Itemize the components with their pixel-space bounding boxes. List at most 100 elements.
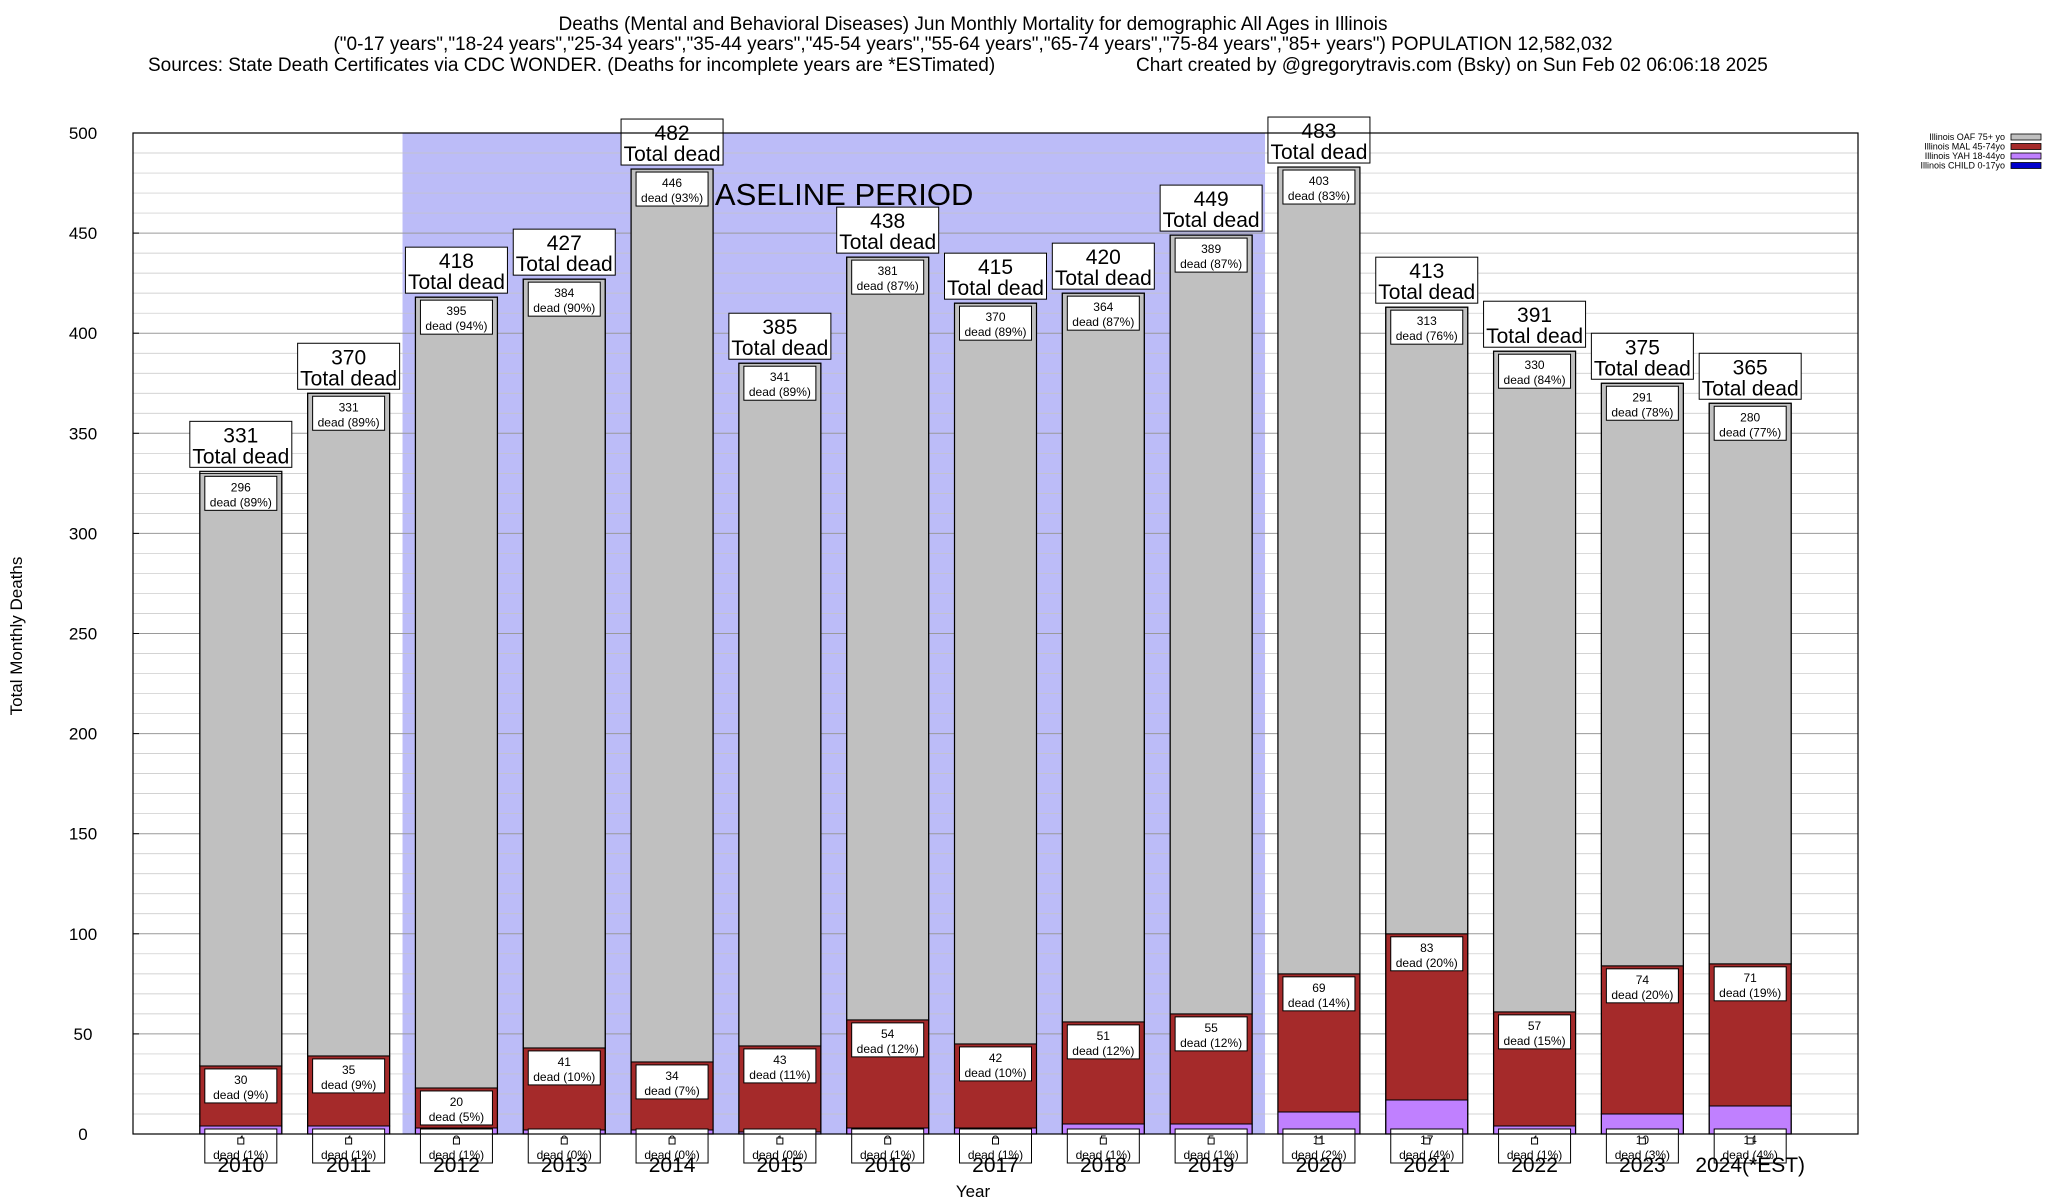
total-value: 418 — [439, 250, 474, 273]
segment-percent: dead (78%) — [1611, 405, 1673, 419]
segment-value: 54 — [881, 1027, 895, 1041]
legend-entry-label: Illinois CHILD 0-17yo — [1920, 161, 2005, 171]
y-tick-label: 400 — [69, 324, 97, 343]
y-tick-label: 250 — [69, 625, 97, 644]
segment-value: 69 — [1312, 981, 1326, 995]
x-tick-label: 2022 — [1511, 1154, 1558, 1177]
segment-value: 331 — [339, 400, 359, 414]
point-marker — [1207, 1137, 1215, 1145]
segment-percent: dead (0%) — [752, 1148, 807, 1162]
bar-segment — [414, 296, 498, 1089]
segment-percent: dead (2%) — [1291, 1148, 1346, 1162]
segment-percent: dead (7%) — [644, 1084, 699, 1098]
segment-label-box — [1282, 976, 1356, 1012]
total-label-box — [189, 420, 293, 468]
segment-label-box — [527, 281, 601, 317]
bar-segment — [1708, 402, 1792, 965]
x-tick-label: 2013 — [541, 1154, 588, 1177]
total-label-box — [1267, 116, 1371, 164]
segment-percent: dead (12%) — [1072, 1044, 1134, 1058]
segment-percent: dead (94%) — [425, 319, 487, 333]
segment-label-box — [527, 1128, 601, 1164]
legend-entry-label: Illinois MAL 45-74yo — [1924, 142, 2005, 152]
segment-label-box — [1498, 1128, 1572, 1164]
total-label-box — [1483, 300, 1587, 348]
segment-percent: dead (4%) — [1399, 1148, 1454, 1162]
total-word: Total dead — [1378, 281, 1475, 304]
x-tick-label: 2017 — [972, 1154, 1019, 1177]
segment-value: 296 — [231, 480, 251, 494]
segment-label-box — [204, 1128, 278, 1164]
total-value: 375 — [1625, 336, 1660, 359]
total-label-box — [404, 246, 508, 294]
point-marker — [1638, 1137, 1646, 1145]
segment-percent: dead (3%) — [1615, 1148, 1670, 1162]
segment-value: 35 — [342, 1063, 356, 1077]
plot-frame — [132, 132, 1859, 1135]
point-marker — [668, 1137, 676, 1145]
segment-percent: dead (1%) — [1076, 1148, 1131, 1162]
x-tick-label: 2014 — [649, 1154, 696, 1177]
segment-label-box — [1713, 966, 1787, 1002]
bar-segment — [1277, 166, 1361, 975]
segment-label-box — [1066, 1024, 1140, 1060]
segment-value: 395 — [446, 304, 466, 318]
segment-label-box — [1390, 1128, 1464, 1164]
total-label-box — [1590, 332, 1694, 380]
total-value: 413 — [1409, 260, 1444, 283]
segment-percent: dead (1%) — [860, 1148, 915, 1162]
segment-label-box — [1713, 405, 1787, 441]
segment-percent: dead (89%) — [318, 415, 380, 429]
segment-value: 34 — [665, 1069, 679, 1083]
legend-swatch — [2010, 133, 2042, 141]
segment-value: 446 — [662, 176, 682, 190]
bar-segment — [1385, 306, 1469, 935]
segment-label-box — [959, 1128, 1032, 1164]
segment-label-box — [1066, 295, 1140, 331]
total-label-box — [1051, 242, 1155, 290]
segment-value: 20 — [450, 1095, 464, 1109]
total-word: Total dead — [947, 277, 1044, 300]
segment-percent: dead (9%) — [213, 1088, 268, 1102]
bar-segment — [630, 168, 714, 1063]
segment-label-box — [1390, 936, 1464, 972]
total-word: Total dead — [192, 445, 289, 468]
total-label-box — [1698, 352, 1802, 400]
y-tick-label: 50 — [74, 1025, 93, 1044]
segment-label-box — [1174, 1128, 1248, 1164]
plot-area: 0 50 100 150 200 250 300 350 400 450 500 BASELINE P… — [69, 116, 1859, 1177]
segment-label-box — [1282, 1128, 1356, 1164]
segment-label-box — [1174, 1016, 1248, 1052]
legend-swatch — [2010, 162, 2042, 169]
point-marker — [1531, 1137, 1539, 1145]
legend-swatch — [2010, 152, 2042, 160]
x-tick-label: 2019 — [1188, 1154, 1235, 1177]
segment-value: 42 — [989, 1051, 1003, 1065]
baseline-period-label: BASELINE PERIOD — [694, 177, 973, 212]
x-tick-label: 2010 — [217, 1154, 264, 1177]
y-tick-label: 150 — [69, 825, 97, 844]
segment-value: 330 — [1525, 358, 1545, 372]
x-tick-label: 2023 — [1619, 1154, 1666, 1177]
total-value: 415 — [978, 256, 1013, 279]
segment-percent: dead (89%) — [964, 325, 1026, 339]
segment-percent: dead (89%) — [749, 385, 811, 399]
y-tick-label: 0 — [78, 1125, 87, 1144]
segment-percent: dead (4%) — [1723, 1148, 1778, 1162]
